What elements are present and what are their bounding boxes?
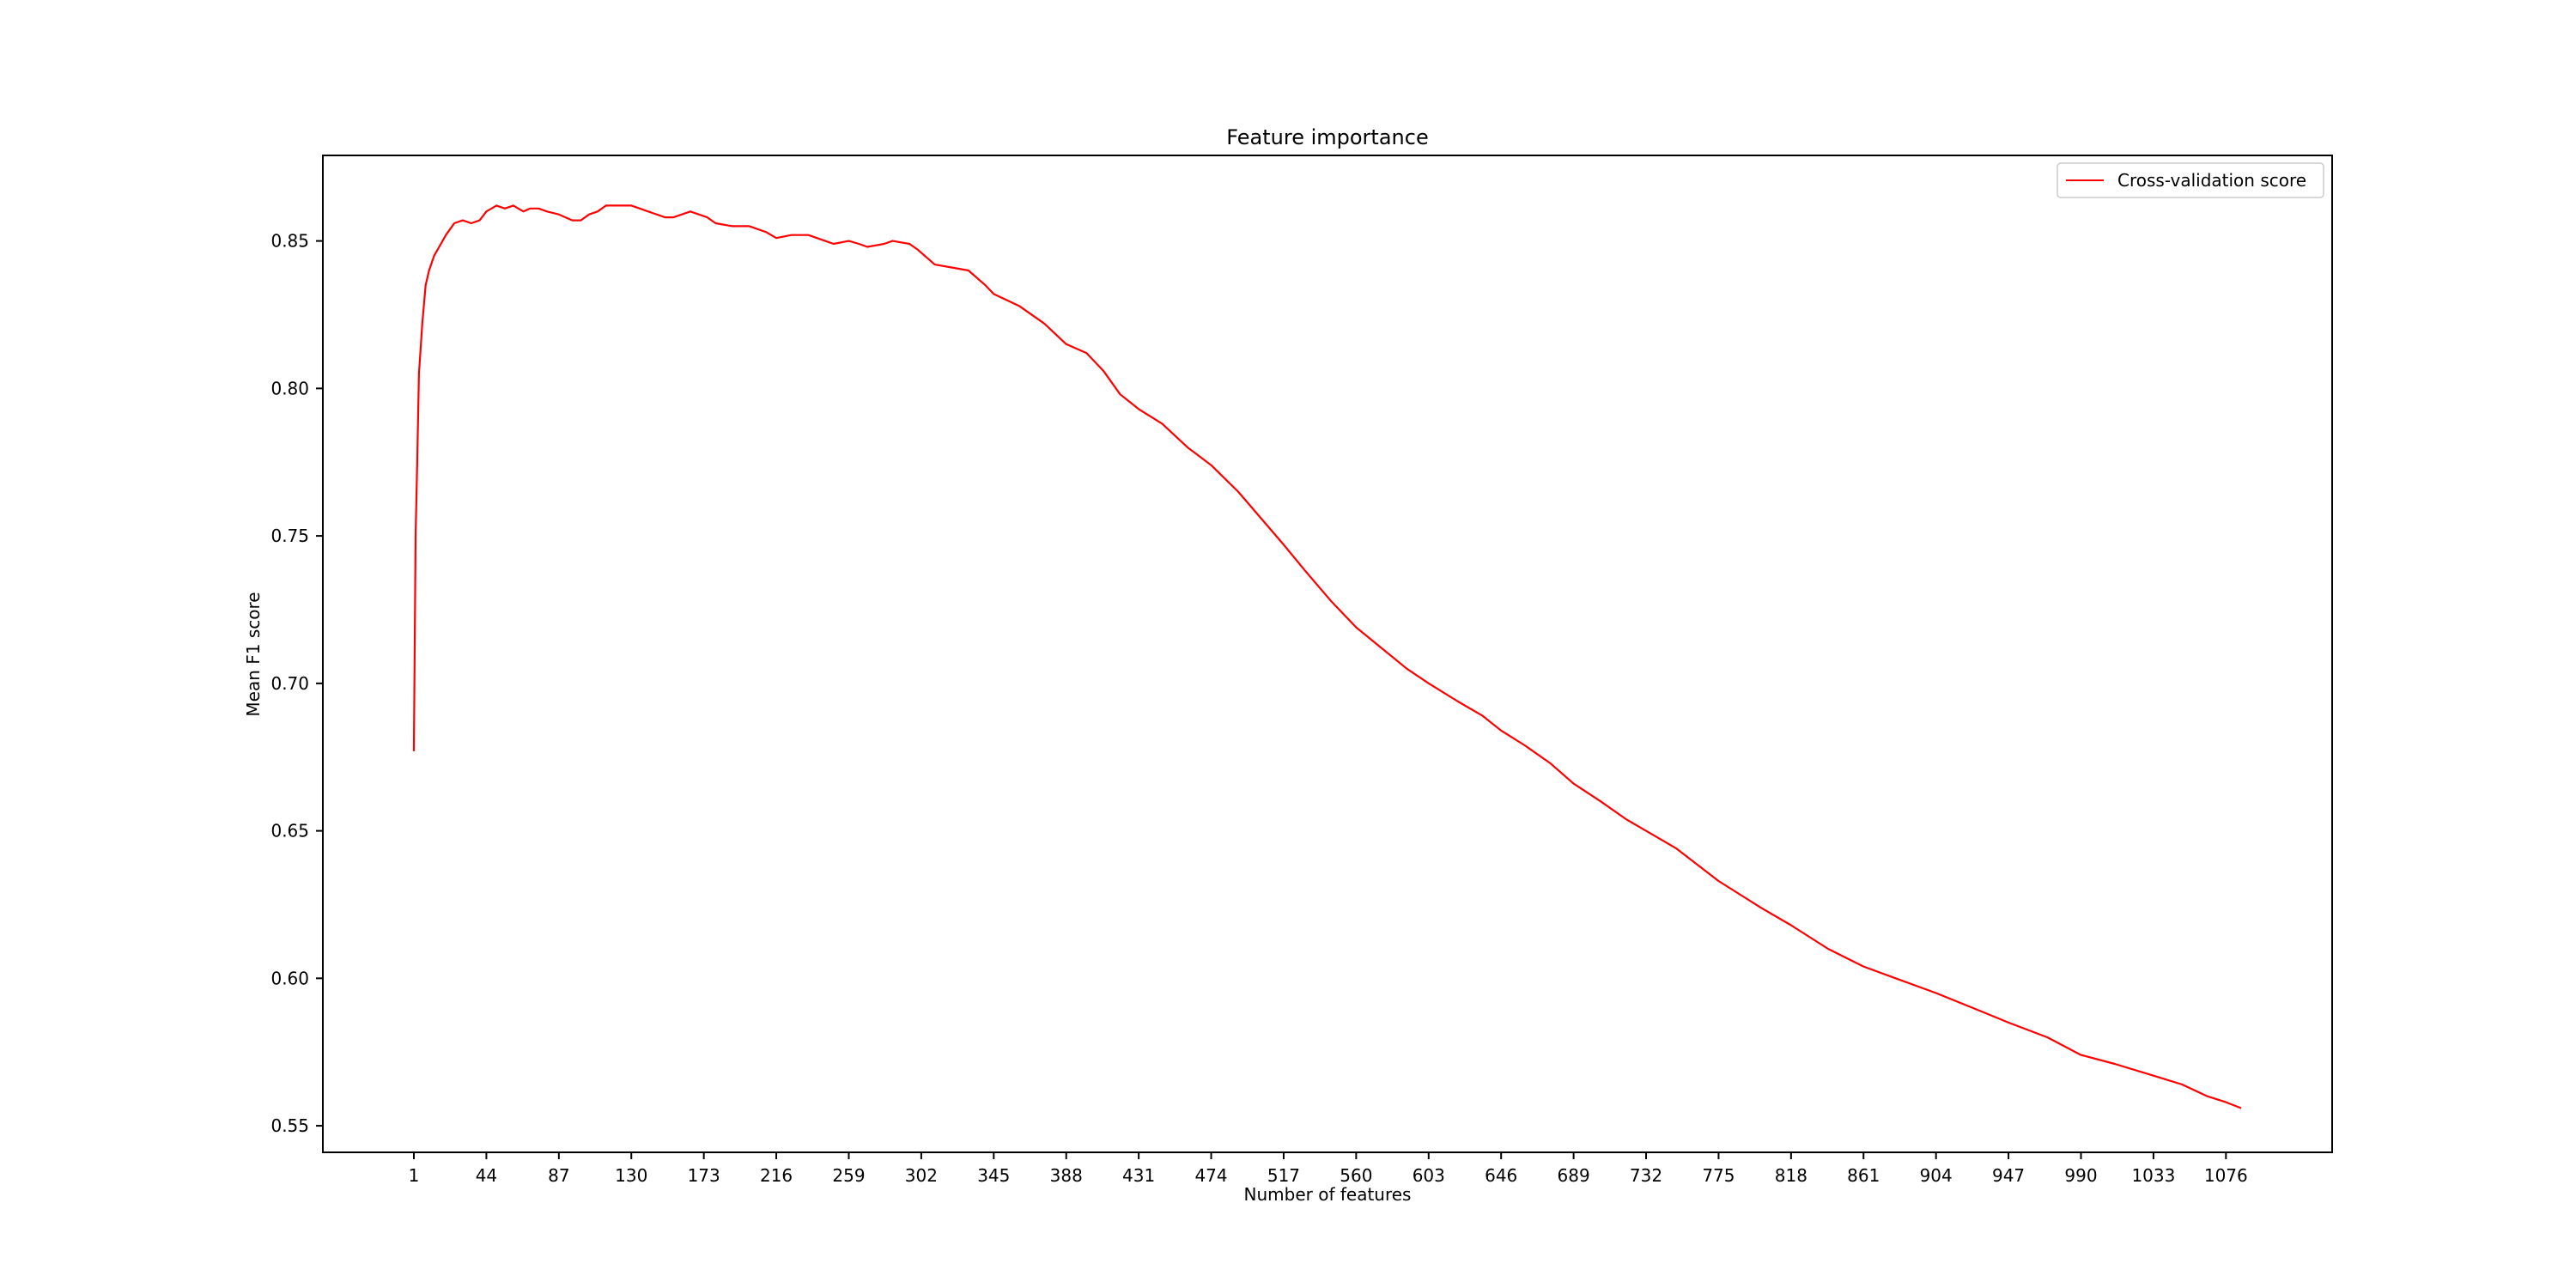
- x-tick-label: 388: [1050, 1165, 1083, 1186]
- x-tick-label: 345: [977, 1165, 1010, 1186]
- y-tick-label: 0.80: [270, 378, 309, 398]
- x-tick-label: 689: [1558, 1165, 1590, 1186]
- series-line-0: [412, 204, 2242, 1109]
- y-tick-label: 0.65: [270, 821, 309, 841]
- x-tick-label: 1: [409, 1165, 420, 1186]
- x-tick-label: 130: [615, 1165, 647, 1186]
- y-tick-label: 0.75: [270, 526, 309, 546]
- y-tick-label: 0.70: [270, 673, 309, 694]
- x-tick-label: 861: [1847, 1165, 1880, 1186]
- y-axis-label: Mean F1 score: [243, 592, 264, 716]
- x-axis: 1 44 87 130 173 216 259 302 345 388 431 474 517 560 60…: [409, 1152, 2248, 1186]
- y-tick-label: 0.55: [270, 1115, 309, 1136]
- x-tick-label: 259: [832, 1165, 865, 1186]
- x-tick-label: 990: [2064, 1165, 2097, 1186]
- x-tick-label: 1076: [2204, 1165, 2248, 1186]
- chart-title: Feature importance: [1226, 125, 1428, 149]
- x-tick-label: 173: [688, 1165, 720, 1186]
- x-tick-label: 302: [905, 1165, 938, 1186]
- x-tick-label: 1033: [2131, 1165, 2175, 1186]
- plot-area: [412, 204, 2242, 1109]
- plot-frame: [322, 155, 2333, 1153]
- y-axis: 0.55 0.60 0.65 0.70 0.75 0.80 0.85: [270, 231, 323, 1136]
- x-tick-label: 818: [1775, 1165, 1807, 1186]
- x-tick-label: 216: [760, 1165, 793, 1186]
- legend-box: [2057, 162, 2324, 198]
- x-tick-label: 904: [1920, 1165, 1953, 1186]
- x-tick-label: 431: [1122, 1165, 1155, 1186]
- x-tick-label: 474: [1194, 1165, 1227, 1186]
- x-tick-label: 603: [1413, 1165, 1445, 1186]
- x-tick-label: 775: [1702, 1165, 1735, 1186]
- y-tick-label: 0.85: [270, 231, 309, 252]
- legend: Cross-validation score: [2057, 162, 2324, 198]
- x-tick-label: 44: [476, 1165, 497, 1186]
- x-tick-label: 947: [1992, 1165, 2025, 1186]
- x-tick-label: 732: [1630, 1165, 1662, 1186]
- y-tick-label: 0.60: [270, 968, 309, 988]
- x-tick-label: 646: [1485, 1165, 1517, 1186]
- x-tick-label: 87: [548, 1165, 569, 1186]
- x-tick-label: 560: [1340, 1165, 1372, 1186]
- x-tick-label: 517: [1267, 1165, 1300, 1186]
- legend-label: Cross-validation score: [2117, 170, 2306, 191]
- x-axis-label: Number of features: [1244, 1184, 1412, 1205]
